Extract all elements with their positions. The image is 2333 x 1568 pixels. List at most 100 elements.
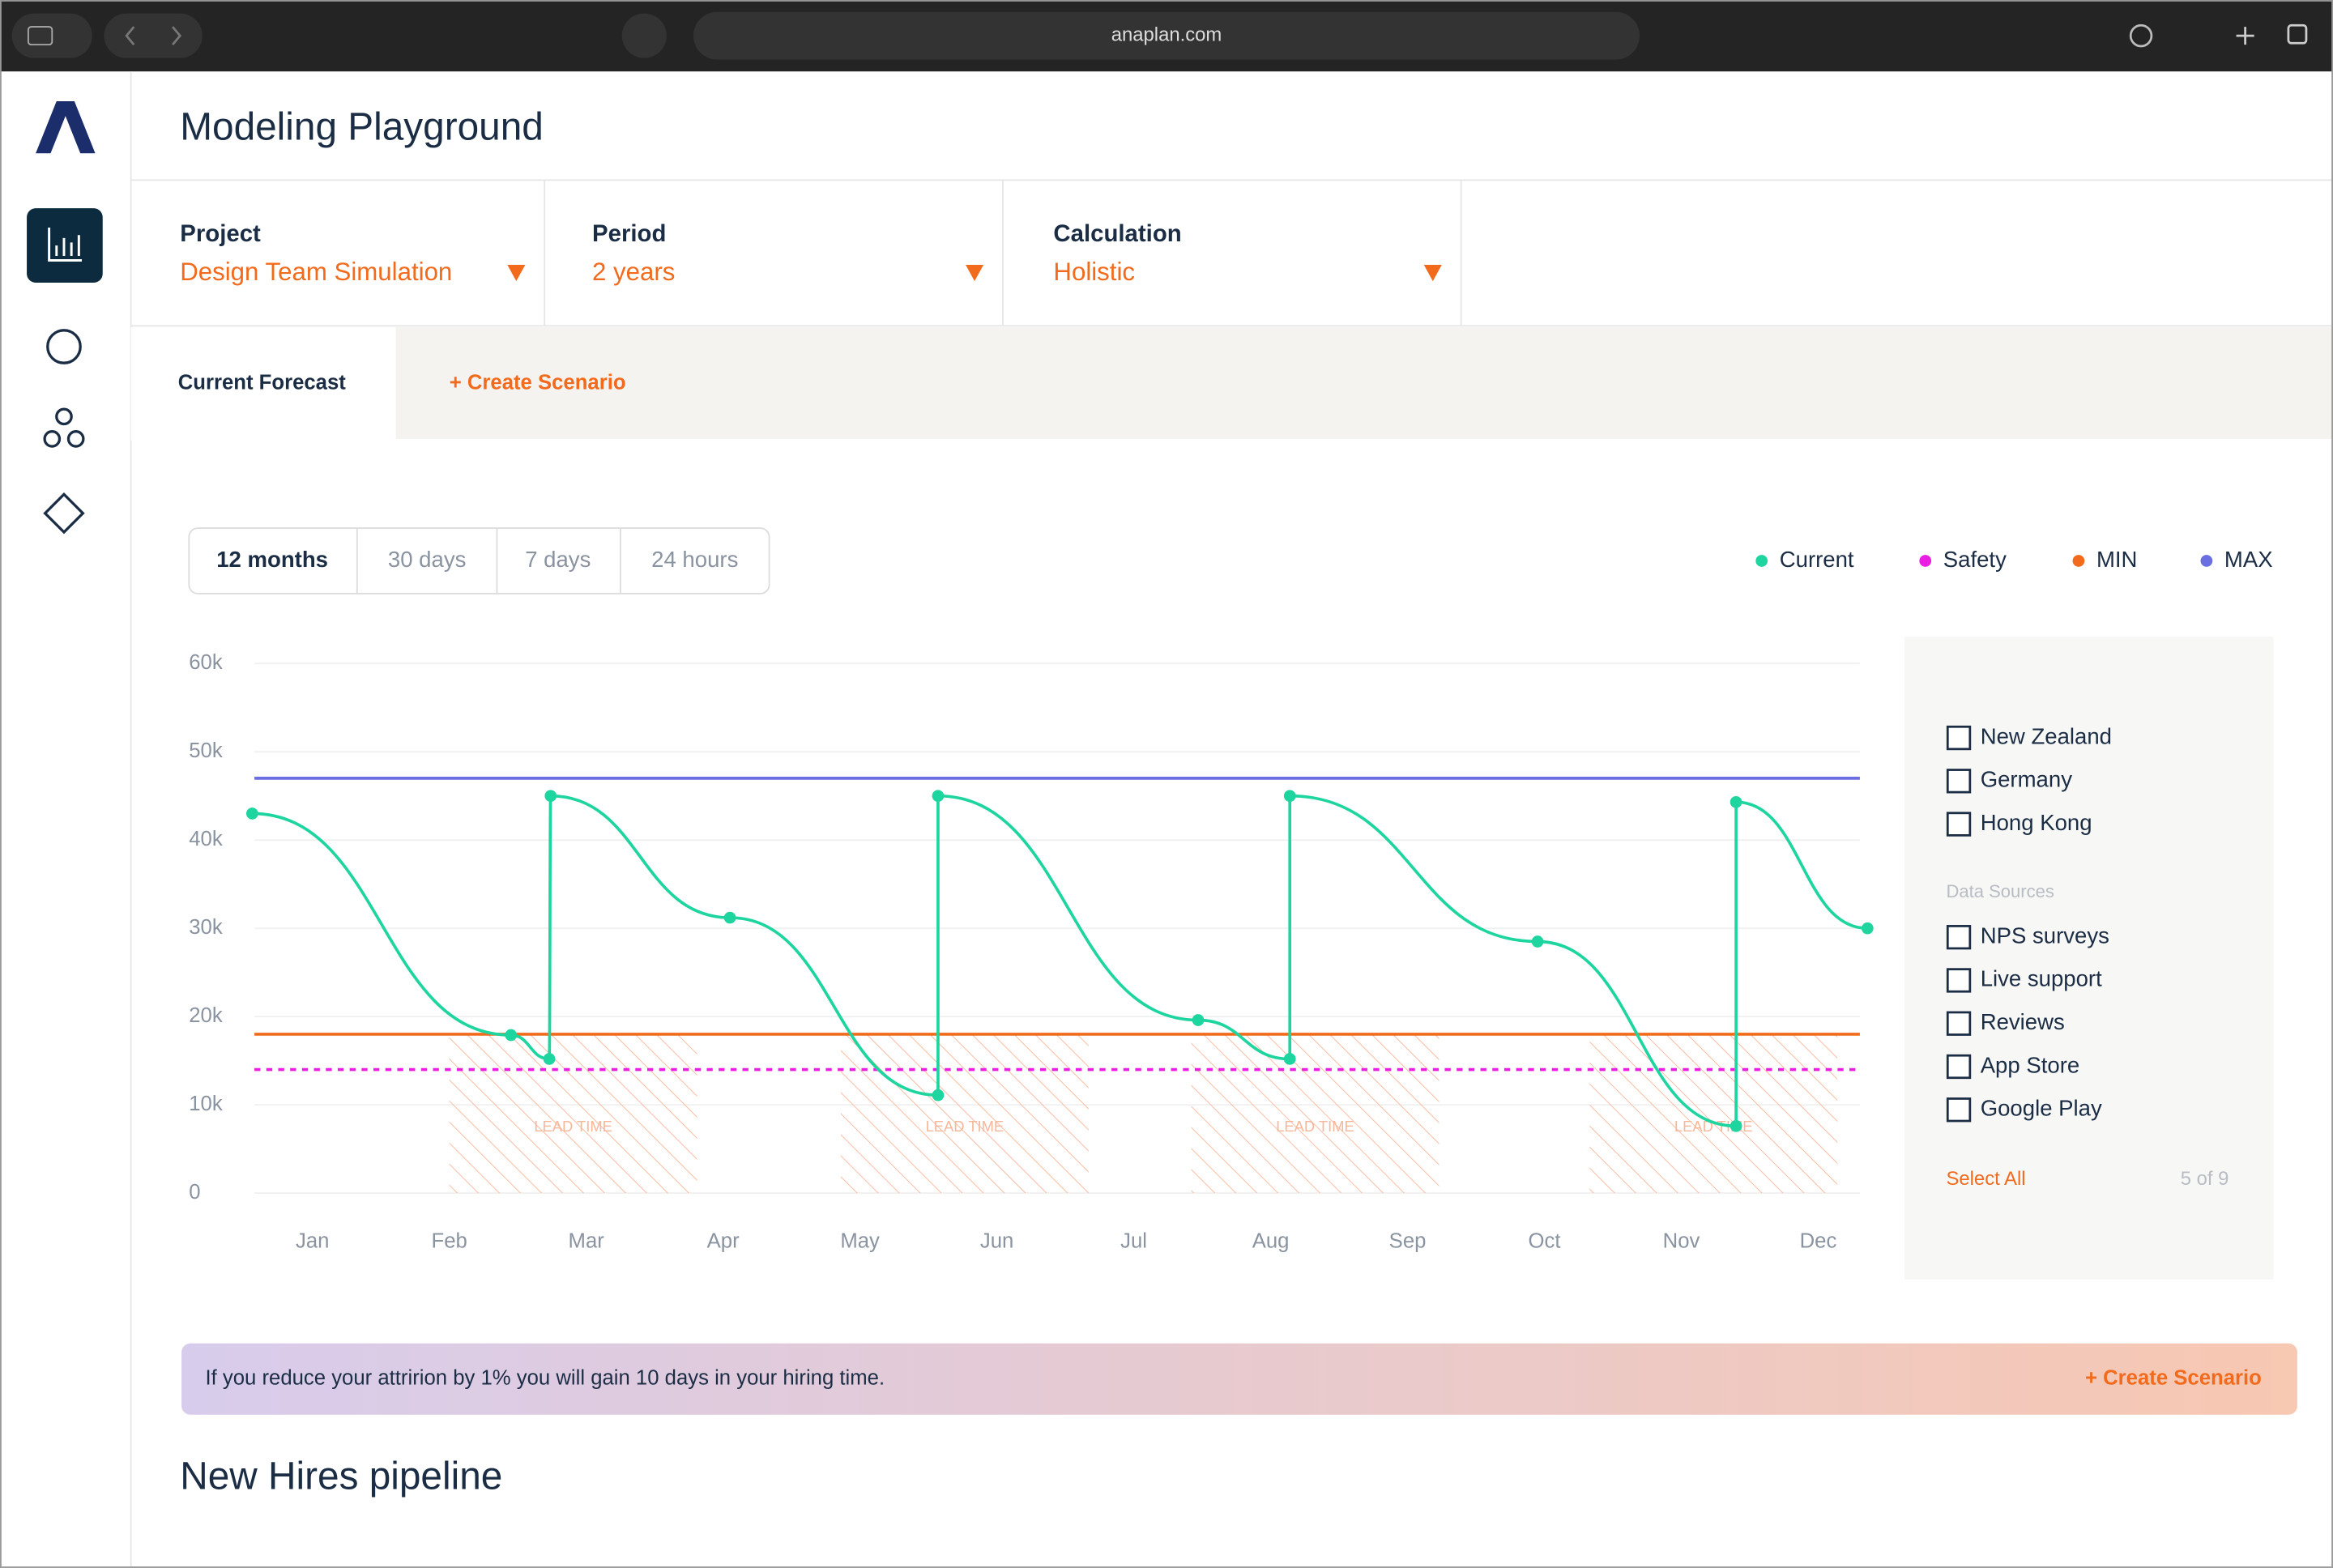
- legend: Current Safety MIN MAX: [1755, 547, 2273, 572]
- checkbox[interactable]: [1946, 725, 1972, 751]
- checkbox-label[interactable]: Hong Kong: [1981, 810, 2092, 835]
- url-bar[interactable]: [693, 11, 1640, 60]
- tab-active[interactable]: [130, 327, 396, 441]
- range-button[interactable]: 24 hours: [651, 547, 738, 572]
- x-tick-label: Nov: [1663, 1230, 1700, 1253]
- dropdown-arrow[interactable]: [966, 264, 984, 282]
- legend-dot: [1919, 555, 1932, 567]
- checkbox[interactable]: [1946, 1097, 1972, 1123]
- select-all[interactable]: Select All: [1946, 1168, 2025, 1190]
- nav-arrows: [125, 26, 182, 46]
- nav-org[interactable]: [55, 407, 73, 426]
- range-button[interactable]: 30 days: [388, 547, 466, 572]
- logo[interactable]: [36, 100, 96, 154]
- lead-time-band: [1589, 1033, 1838, 1194]
- data-point: [723, 911, 736, 924]
- checkbox[interactable]: [1946, 1054, 1972, 1080]
- x-tick-label: Aug: [1252, 1230, 1290, 1253]
- x-tick-label: Jan: [296, 1230, 329, 1253]
- banner-text: If you reduce your attririon by 1% you w…: [205, 1366, 885, 1389]
- nav-org-right: [66, 430, 85, 448]
- x-tick-label: Feb: [432, 1230, 467, 1253]
- legend-label: Safety: [1943, 547, 2007, 572]
- nav-network[interactable]: [43, 492, 85, 535]
- band-label: LEAD TIME: [534, 1118, 612, 1135]
- y-tick-label: 60k: [189, 651, 223, 674]
- panel-subtitle: Data Sources: [1946, 881, 2054, 901]
- panel-items: New Zealand Germany Hong Kong NPS surveys Li…: [1946, 723, 2112, 1123]
- legend-label: MAX: [2224, 547, 2273, 572]
- filter-value[interactable]: Holistic: [1053, 258, 1135, 286]
- nav-pie[interactable]: [46, 329, 82, 364]
- selection-count: 5 of 9: [2181, 1168, 2229, 1190]
- banner: [181, 1343, 2297, 1415]
- data-point: [1283, 1053, 1296, 1065]
- download-icon[interactable]: [2129, 23, 2153, 48]
- filter-value[interactable]: 2 years: [592, 258, 675, 286]
- checkbox[interactable]: [1946, 968, 1972, 993]
- data-point: [1861, 922, 1874, 935]
- banner-action[interactable]: + Create Scenario: [2085, 1366, 2262, 1389]
- data-point: [1729, 1119, 1742, 1132]
- x-tick-label: Apr: [707, 1230, 740, 1253]
- filters: Project Design Team Simulation Period 2 yea…: [180, 180, 1462, 326]
- tab[interactable]: Current Forecast: [178, 372, 347, 394]
- x-tick-label: Sep: [1389, 1230, 1427, 1253]
- checkbox-label[interactable]: Google Play: [1981, 1096, 2102, 1121]
- data-point: [932, 1089, 945, 1101]
- new-tab-icon[interactable]: [2236, 27, 2254, 45]
- app-title: Modeling Playground: [180, 105, 544, 148]
- checkbox[interactable]: [1946, 925, 1972, 950]
- dropdown-arrow[interactable]: [1423, 264, 1442, 282]
- y-tick-label: 40k: [189, 828, 223, 850]
- y-tick-label: 30k: [189, 916, 223, 939]
- data-point: [543, 1053, 556, 1065]
- checkbox-label[interactable]: App Store: [1981, 1052, 2080, 1077]
- checkbox-label[interactable]: Live support: [1981, 966, 2102, 991]
- chart-icon: [48, 228, 83, 262]
- nav-buttons[interactable]: [104, 13, 203, 58]
- checkbox[interactable]: [1946, 769, 1972, 794]
- data-point: [505, 1029, 518, 1042]
- band-label: LEAD TIME: [1276, 1118, 1354, 1135]
- lead-time-band: [1191, 1033, 1439, 1194]
- checkbox-label[interactable]: Germany: [1981, 767, 2073, 792]
- data-point: [246, 807, 258, 820]
- y-tick-label: 20k: [189, 1004, 223, 1027]
- x-tick-label: Jun: [980, 1230, 1013, 1253]
- data-point: [1192, 1014, 1205, 1026]
- data-point: [1531, 935, 1544, 948]
- filter-label: Period: [592, 220, 666, 247]
- sidebar-icon: [27, 26, 53, 46]
- dropdown-arrow[interactable]: [507, 264, 526, 282]
- checkbox-label[interactable]: Reviews: [1981, 1009, 2065, 1034]
- checkbox-label[interactable]: NPS surveys: [1981, 922, 2109, 948]
- x-tick-label: Dec: [1800, 1230, 1837, 1253]
- band-label: LEAD TIME: [926, 1118, 1004, 1135]
- checkbox-label[interactable]: New Zealand: [1981, 723, 2112, 748]
- data-point: [544, 790, 557, 803]
- range-button[interactable]: 12 months: [216, 547, 328, 572]
- y-tick-label: 50k: [189, 739, 223, 762]
- url: anaplan.com: [1111, 23, 1222, 45]
- legend-label: Current: [1780, 547, 1854, 572]
- x-tick-label: Mar: [569, 1230, 605, 1253]
- data-point: [1729, 795, 1742, 808]
- section-title: New Hires pipeline: [180, 1455, 502, 1498]
- filter-value[interactable]: Design Team Simulation: [180, 258, 452, 286]
- x-tick-label: Jul: [1120, 1230, 1147, 1253]
- lead-time-band: [840, 1033, 1089, 1194]
- checkbox[interactable]: [1946, 812, 1972, 837]
- legend-dot: [2200, 555, 2213, 567]
- checkbox[interactable]: [1946, 1011, 1972, 1036]
- y-tick-label: 10k: [189, 1093, 223, 1115]
- cloud-button[interactable]: [621, 13, 667, 58]
- range-button[interactable]: 7 days: [525, 547, 591, 572]
- data-point: [932, 790, 945, 803]
- ranges: 12 months 30 days 7 days 24 hours: [216, 528, 738, 594]
- tabs-icon[interactable]: [2287, 23, 2308, 45]
- tab[interactable]: + Create Scenario: [450, 372, 626, 394]
